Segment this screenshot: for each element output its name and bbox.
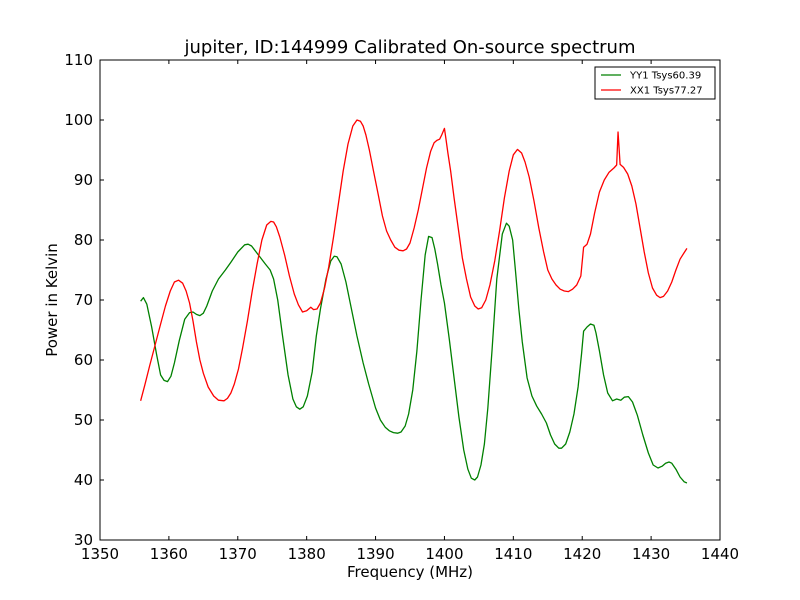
series-line-yy1 (140, 222, 688, 484)
y-tick-label: 100 (64, 111, 93, 129)
y-tick-label: 40 (74, 471, 93, 489)
x-tick-label: 1440 (701, 545, 739, 563)
legend-label: YY1 Tsys60.39 (629, 71, 701, 82)
ticks-layer: 1350 1360 1370 1380 1390 1400 1410 1420 1430 1440… (64, 51, 739, 563)
chart-title: jupiter, ID:144999 Calibrated On-source … (184, 37, 636, 58)
x-tick-label: 1430 (632, 545, 670, 563)
x-axis-label: Frequency (MHz) (347, 563, 473, 581)
y-tick-label: 50 (74, 411, 93, 429)
y-tick-label: 70 (74, 291, 93, 309)
y-axis-label: Power in Kelvin (43, 243, 61, 357)
y-tick-label: 60 (74, 351, 93, 369)
x-tick-label: 1380 (288, 545, 326, 563)
legend-box (594, 66, 716, 100)
x-tick-label: 1350 (81, 545, 119, 563)
legend-label: XX1 Tsys77.27 (630, 86, 703, 97)
x-tick-label: 1390 (356, 545, 394, 563)
y-tick-label: 90 (74, 171, 93, 189)
y-tick-label: 110 (64, 51, 93, 69)
x-tick-label: 1370 (219, 545, 257, 563)
y-tick-label: 30 (74, 531, 93, 549)
y-tick-label: 80 (74, 231, 93, 249)
legend: YY1 Tsys60.39 XX1 Tsys77.27 (594, 66, 716, 100)
x-tick-label: 1400 (425, 545, 463, 563)
x-tick-label: 1410 (494, 545, 532, 563)
series-layer (140, 119, 688, 484)
x-tick-label: 1360 (150, 545, 188, 563)
x-tick-label: 1420 (563, 545, 601, 563)
series-line-xx1 (140, 119, 688, 402)
